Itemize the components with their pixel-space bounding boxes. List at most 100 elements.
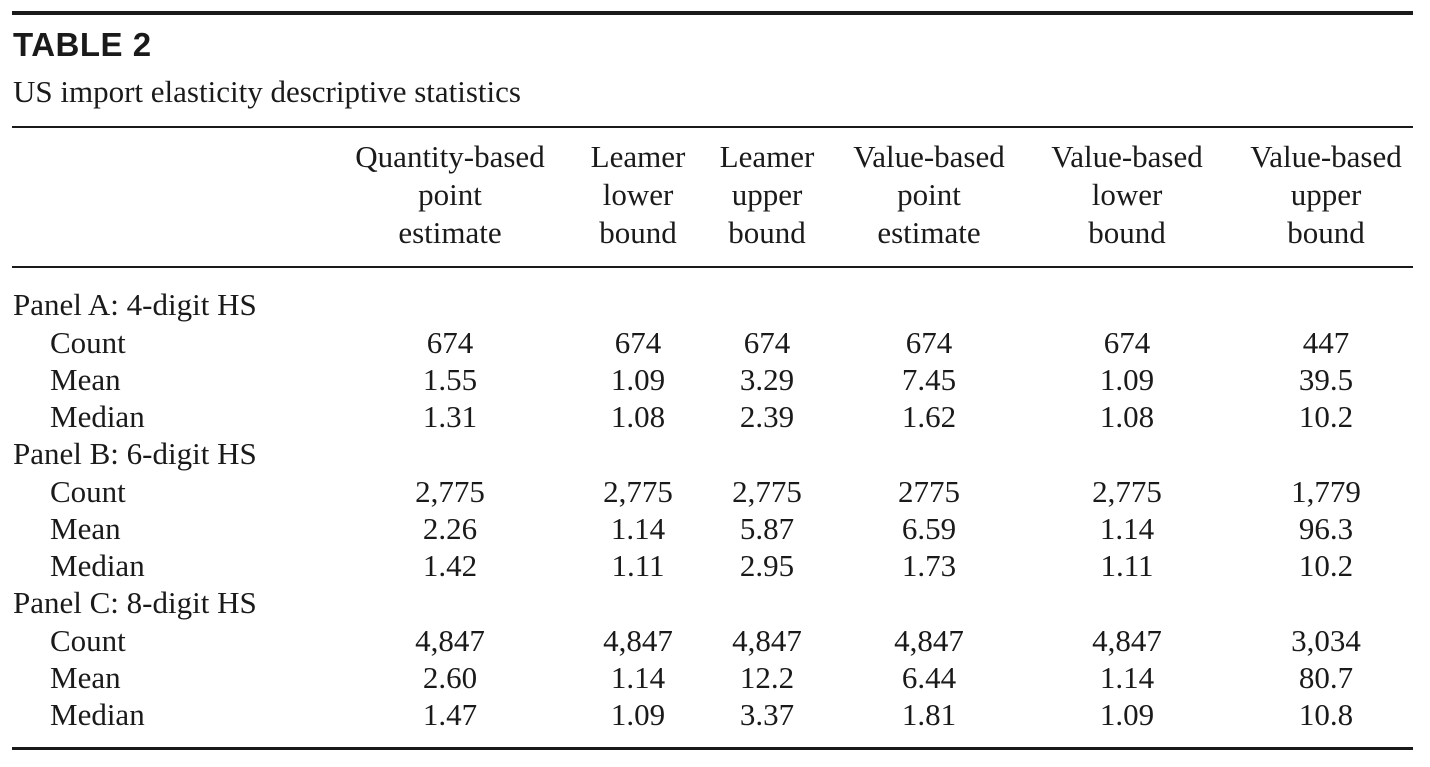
table-cell: 80.7 [1298, 659, 1354, 695]
table-cell: 4,847 [415, 622, 485, 658]
table-cell: 1.09 [610, 361, 666, 397]
table-cell: 1.11 [1100, 548, 1154, 583]
column-header: Value-based lower bound [1032, 138, 1222, 252]
header-rule [12, 266, 1413, 268]
table-cell: 2.39 [739, 398, 795, 434]
column-header: Value-based point estimate [834, 138, 1024, 252]
table-cell: 3,034 [1291, 622, 1361, 658]
column-header-line: estimate [398, 215, 502, 250]
panel-title: Panel A: 4-digit HS [13, 287, 257, 322]
table-row: Mean 2.60 1.14 12.2 6.44 1.14 80.7 [0, 660, 1430, 698]
panel-row: Panel C: 8-digit HS [0, 585, 1430, 623]
row-stat-label: Count [50, 622, 126, 658]
table-cell: 12.2 [739, 659, 795, 695]
column-header-line: point [418, 177, 482, 212]
table-cell: 1.09 [1099, 361, 1155, 397]
table-cell: 4,847 [1092, 622, 1162, 658]
table-cell: 2,775 [603, 473, 673, 509]
table-cell: 447 [1302, 324, 1350, 360]
panel-title: Panel C: 8-digit HS [13, 585, 257, 621]
table-cell: 2,775 [1092, 473, 1162, 509]
row-stat-label: Count [50, 473, 126, 509]
row-stat-label: Count [50, 324, 126, 360]
column-header: Leamer upper bound [712, 138, 822, 252]
table-row: Median 1.31 1.08 2.39 1.62 1.08 10.2 [0, 399, 1430, 437]
column-header-line: Value-based [1051, 139, 1203, 174]
column-header-line: upper [1290, 177, 1362, 212]
table-cell: 2.60 [422, 659, 478, 695]
caption-rule [12, 126, 1413, 128]
column-header: Value-based upper bound [1231, 138, 1421, 252]
column-header-line: point [897, 177, 961, 212]
table-cell: 1.14 [610, 510, 666, 546]
table-label: TABLE 2 [13, 26, 152, 63]
table-cell: 1.55 [422, 361, 478, 397]
table-cell: 2775 [898, 473, 960, 509]
table-cell: 1.09 [610, 697, 666, 733]
table-cell: 1.31 [422, 398, 478, 434]
table-caption: US import elasticity descriptive statist… [13, 74, 521, 109]
column-header-line: lower [1091, 177, 1163, 212]
table-cell: 10.8 [1298, 697, 1354, 733]
column-header-line: bound [1088, 215, 1166, 250]
table-cell: 3.37 [739, 697, 795, 733]
table-row: Median 1.47 1.09 3.37 1.81 1.09 10.8 [0, 697, 1430, 735]
column-header-line: estimate [877, 215, 981, 250]
top-rule [12, 11, 1413, 15]
table-cell: 6.59 [901, 510, 957, 546]
column-header-line: Leamer [719, 139, 815, 174]
table-cell: 1.09 [1099, 697, 1155, 733]
panel-row: Panel A: 4-digit HS [0, 287, 1430, 325]
table-cell: 1.47 [422, 697, 478, 733]
table-cell: 2,775 [415, 473, 485, 509]
table-cell: 1.62 [901, 398, 957, 434]
bottom-rule [12, 747, 1413, 750]
table-cell: 1.14 [1099, 659, 1155, 695]
table-cell: 2,775 [732, 473, 802, 509]
table-cell: 1.08 [610, 398, 666, 434]
row-stat-label: Median [50, 548, 145, 583]
column-header-line: Value-based [853, 139, 1005, 174]
row-stat-label: Mean [50, 510, 121, 546]
table-cell: 10.2 [1298, 548, 1354, 583]
table-cell: 674 [743, 324, 791, 360]
table-cell: 6.44 [901, 659, 957, 695]
column-header-line: Quantity-based [355, 139, 545, 174]
table-cell: 674 [426, 324, 474, 360]
table-row: Mean 1.55 1.09 3.29 7.45 1.09 39.5 [0, 362, 1430, 400]
table-cell: 1.73 [901, 548, 957, 583]
table-cell: 1.14 [1099, 510, 1155, 546]
table-row: Count 674 674 674 674 674 447 [0, 325, 1430, 363]
table-cell: 674 [614, 324, 662, 360]
table-cell: 39.5 [1298, 361, 1354, 397]
table-cell: 10.2 [1298, 398, 1354, 434]
column-header: Quantity-based point estimate [330, 138, 570, 252]
table-cell: 2.26 [422, 510, 478, 546]
table-cell: 1.81 [901, 697, 957, 733]
row-stat-label: Mean [50, 659, 121, 695]
column-header-line: upper [731, 177, 803, 212]
table-cell: 5.87 [739, 510, 795, 546]
column-header-line: bound [599, 215, 677, 250]
table-cell: 1.11 [611, 548, 665, 583]
column-header-line: lower [602, 177, 674, 212]
column-header-line: bound [1287, 215, 1365, 250]
column-header-line: Leamer [590, 139, 686, 174]
table-row: Median 1.42 1.11 2.95 1.73 1.11 10.2 [0, 548, 1430, 586]
table-cell: 1.14 [610, 659, 666, 695]
table-cell: 4,847 [732, 622, 802, 658]
row-stat-label: Mean [50, 361, 121, 397]
column-header: Leamer lower bound [583, 138, 693, 252]
table-cell: 3.29 [739, 361, 795, 397]
table-cell: 1,779 [1291, 473, 1361, 509]
table-cell: 96.3 [1298, 510, 1354, 546]
row-stat-label: Median [50, 697, 145, 733]
row-stat-label: Median [50, 398, 145, 434]
panel-title: Panel B: 6-digit HS [13, 436, 257, 472]
table-cell: 2.95 [739, 548, 795, 583]
table-cell: 4,847 [603, 622, 673, 658]
table-row: Mean 2.26 1.14 5.87 6.59 1.14 96.3 [0, 511, 1430, 549]
table-row: Count 2,775 2,775 2,775 2775 2,775 1,779 [0, 474, 1430, 512]
column-header-line: Value-based [1250, 139, 1402, 174]
table-cell: 1.42 [422, 548, 478, 583]
